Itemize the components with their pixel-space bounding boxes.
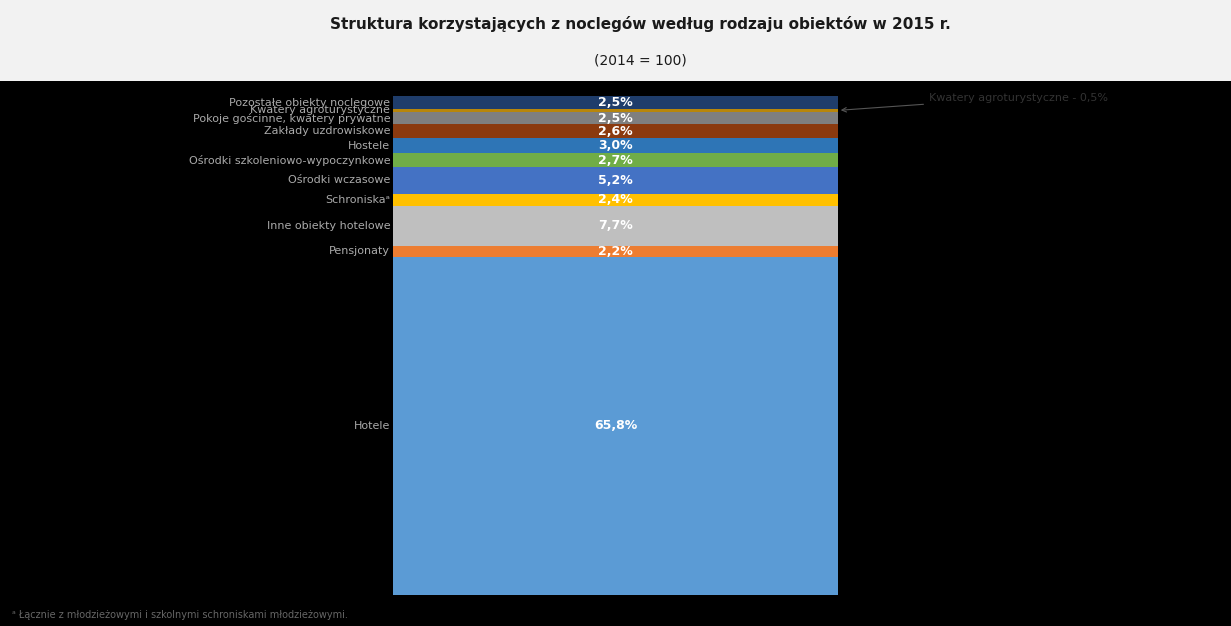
Text: (2014 = 100): (2014 = 100): [593, 53, 687, 67]
Text: 2,5%: 2,5%: [598, 96, 633, 109]
Bar: [393, 194, 838, 206]
Bar: [393, 96, 838, 109]
Bar: [393, 111, 838, 125]
Text: Pokoje gościnne, kwatery prywatne: Pokoje gościnne, kwatery prywatne: [193, 113, 390, 123]
Text: 3,0%: 3,0%: [598, 139, 633, 152]
Text: Inne obiekty hotelowe: Inne obiekty hotelowe: [267, 221, 390, 231]
Bar: [393, 109, 838, 111]
Text: Pensjonaty: Pensjonaty: [330, 246, 390, 256]
Text: Hotele: Hotele: [355, 421, 390, 431]
Text: 2,4%: 2,4%: [598, 193, 633, 207]
Text: Kwatery agroturystyczne - 0,5%: Kwatery agroturystyczne - 0,5%: [842, 93, 1108, 112]
Text: Hostele: Hostele: [348, 141, 390, 150]
Text: ᵃ Łącznie z młodzieżowymi i szkolnymi schroniskami młodzieżowymi.: ᵃ Łącznie z młodzieżowymi i szkolnymi sc…: [12, 610, 348, 620]
Text: Zakłady uzdrowiskowe: Zakłady uzdrowiskowe: [263, 126, 390, 136]
Text: 2,2%: 2,2%: [598, 245, 633, 258]
Text: Ośrodki szkoleniowo-wypoczynkowe: Ośrodki szkoleniowo-wypoczynkowe: [188, 155, 390, 166]
Text: 5,2%: 5,2%: [598, 174, 633, 187]
Bar: [393, 138, 838, 153]
Text: Pozostałe obiekty noclegowe: Pozostałe obiekty noclegowe: [229, 98, 390, 108]
Text: 2,6%: 2,6%: [598, 125, 633, 138]
Text: 65,8%: 65,8%: [593, 419, 636, 433]
Bar: [393, 257, 838, 595]
Bar: [393, 206, 838, 245]
Bar: [393, 245, 838, 257]
Text: 2,5%: 2,5%: [598, 111, 633, 125]
Text: Schroniskaᵃ: Schroniskaᵃ: [325, 195, 390, 205]
Text: Ośrodki wczasowe: Ośrodki wczasowe: [288, 175, 390, 185]
Text: Struktura korzystających z noclegów według rodzaju obiektów w 2015 r.: Struktura korzystających z noclegów wedł…: [330, 16, 950, 32]
Bar: [393, 125, 838, 138]
Bar: [393, 167, 838, 194]
Text: 7,7%: 7,7%: [598, 219, 633, 232]
Bar: [393, 153, 838, 167]
Text: 2,7%: 2,7%: [598, 153, 633, 167]
Text: Kwatery agroturystyczne: Kwatery agroturystyczne: [250, 105, 390, 115]
